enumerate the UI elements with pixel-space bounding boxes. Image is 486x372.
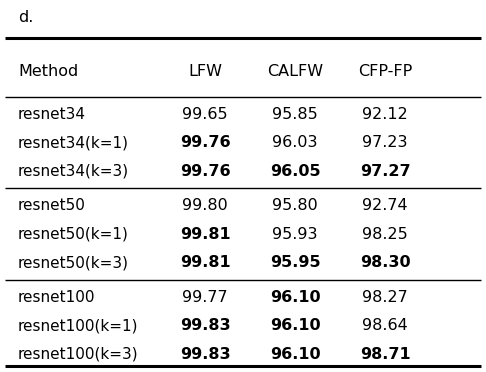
Text: 98.30: 98.30 bbox=[360, 255, 410, 270]
Text: 96.10: 96.10 bbox=[270, 289, 320, 305]
Text: 98.25: 98.25 bbox=[362, 227, 408, 241]
Text: 99.80: 99.80 bbox=[182, 198, 228, 213]
Text: LFW: LFW bbox=[188, 64, 222, 80]
Text: resnet50(k=1): resnet50(k=1) bbox=[18, 227, 129, 241]
Text: 98.71: 98.71 bbox=[360, 347, 410, 362]
Text: 96.10: 96.10 bbox=[270, 347, 320, 362]
Text: 95.93: 95.93 bbox=[272, 227, 318, 241]
Text: 99.77: 99.77 bbox=[182, 289, 228, 305]
Text: Method: Method bbox=[18, 64, 78, 80]
Text: resnet100(k=1): resnet100(k=1) bbox=[18, 318, 139, 333]
Text: 92.74: 92.74 bbox=[362, 198, 408, 213]
Text: 95.85: 95.85 bbox=[272, 107, 318, 122]
Text: 99.76: 99.76 bbox=[180, 135, 230, 150]
Text: CFP-FP: CFP-FP bbox=[358, 64, 412, 80]
Text: resnet100(k=3): resnet100(k=3) bbox=[18, 347, 139, 362]
Text: 97.27: 97.27 bbox=[360, 164, 410, 179]
Text: 92.12: 92.12 bbox=[362, 107, 408, 122]
Text: 95.95: 95.95 bbox=[270, 255, 320, 270]
Text: 99.81: 99.81 bbox=[180, 255, 230, 270]
Text: 96.10: 96.10 bbox=[270, 318, 320, 333]
Text: 98.64: 98.64 bbox=[362, 318, 408, 333]
Text: 97.23: 97.23 bbox=[362, 135, 408, 150]
Text: resnet50(k=3): resnet50(k=3) bbox=[18, 255, 129, 270]
Text: 99.81: 99.81 bbox=[180, 227, 230, 241]
Text: 98.27: 98.27 bbox=[362, 289, 408, 305]
Text: 99.76: 99.76 bbox=[180, 164, 230, 179]
Text: resnet34(k=1): resnet34(k=1) bbox=[18, 135, 129, 150]
Text: resnet100: resnet100 bbox=[18, 289, 96, 305]
Text: 99.83: 99.83 bbox=[180, 318, 230, 333]
Text: CALFW: CALFW bbox=[267, 64, 323, 80]
Text: d.: d. bbox=[18, 10, 34, 26]
Text: 96.05: 96.05 bbox=[270, 164, 320, 179]
Text: 99.83: 99.83 bbox=[180, 347, 230, 362]
Text: resnet50: resnet50 bbox=[18, 198, 86, 213]
Text: 99.65: 99.65 bbox=[182, 107, 228, 122]
Text: resnet34: resnet34 bbox=[18, 107, 86, 122]
Text: 95.80: 95.80 bbox=[272, 198, 318, 213]
Text: 96.03: 96.03 bbox=[272, 135, 318, 150]
Text: resnet34(k=3): resnet34(k=3) bbox=[18, 164, 129, 179]
